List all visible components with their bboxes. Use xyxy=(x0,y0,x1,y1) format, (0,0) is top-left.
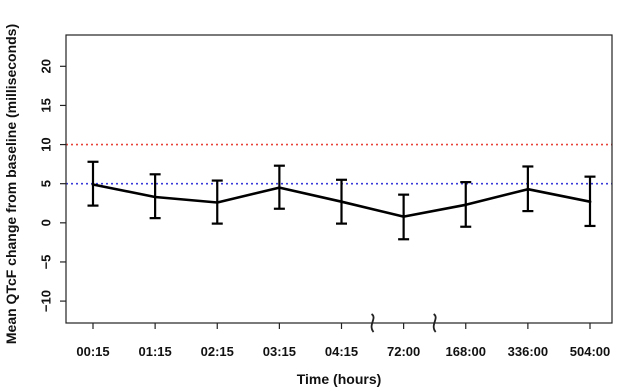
y-axis-title: Mean QTcF change from baseline (millisec… xyxy=(3,24,19,344)
axis-break-marker xyxy=(432,313,437,333)
tick-labels: −10 −5 0 5 10 15 20 00:15 01:15 02:15 03:15 04:15 72… xyxy=(39,59,611,359)
y-tick-label: 5 xyxy=(39,180,54,187)
y-tick-label: 0 xyxy=(39,219,54,226)
plot-frame xyxy=(65,34,613,324)
y-tick-label: −10 xyxy=(39,290,54,312)
reference-lines xyxy=(66,143,612,185)
axes xyxy=(60,34,613,333)
x-tick-label: 72:00 xyxy=(387,344,420,359)
x-tick-label: 336:00 xyxy=(508,344,548,359)
y-tick-label: 20 xyxy=(39,59,54,73)
y-tick-label: 10 xyxy=(39,137,54,151)
axis-break-marker xyxy=(370,313,375,333)
x-tick-label: 01:15 xyxy=(139,344,172,359)
x-tick-label: 04:15 xyxy=(325,344,358,359)
y-tick-label: 15 xyxy=(39,98,54,112)
x-tick-label: 00:15 xyxy=(76,344,109,359)
x-tick-label: 168:00 xyxy=(446,344,486,359)
x-tick-label: 504:00 xyxy=(570,344,610,359)
x-axis-title: Time (hours) xyxy=(297,371,382,387)
x-tick-label: 02:15 xyxy=(201,344,234,359)
series-line xyxy=(92,183,591,218)
series-lines xyxy=(92,183,591,218)
y-tick-label: −5 xyxy=(39,255,54,270)
x-tick-label: 03:15 xyxy=(263,344,296,359)
